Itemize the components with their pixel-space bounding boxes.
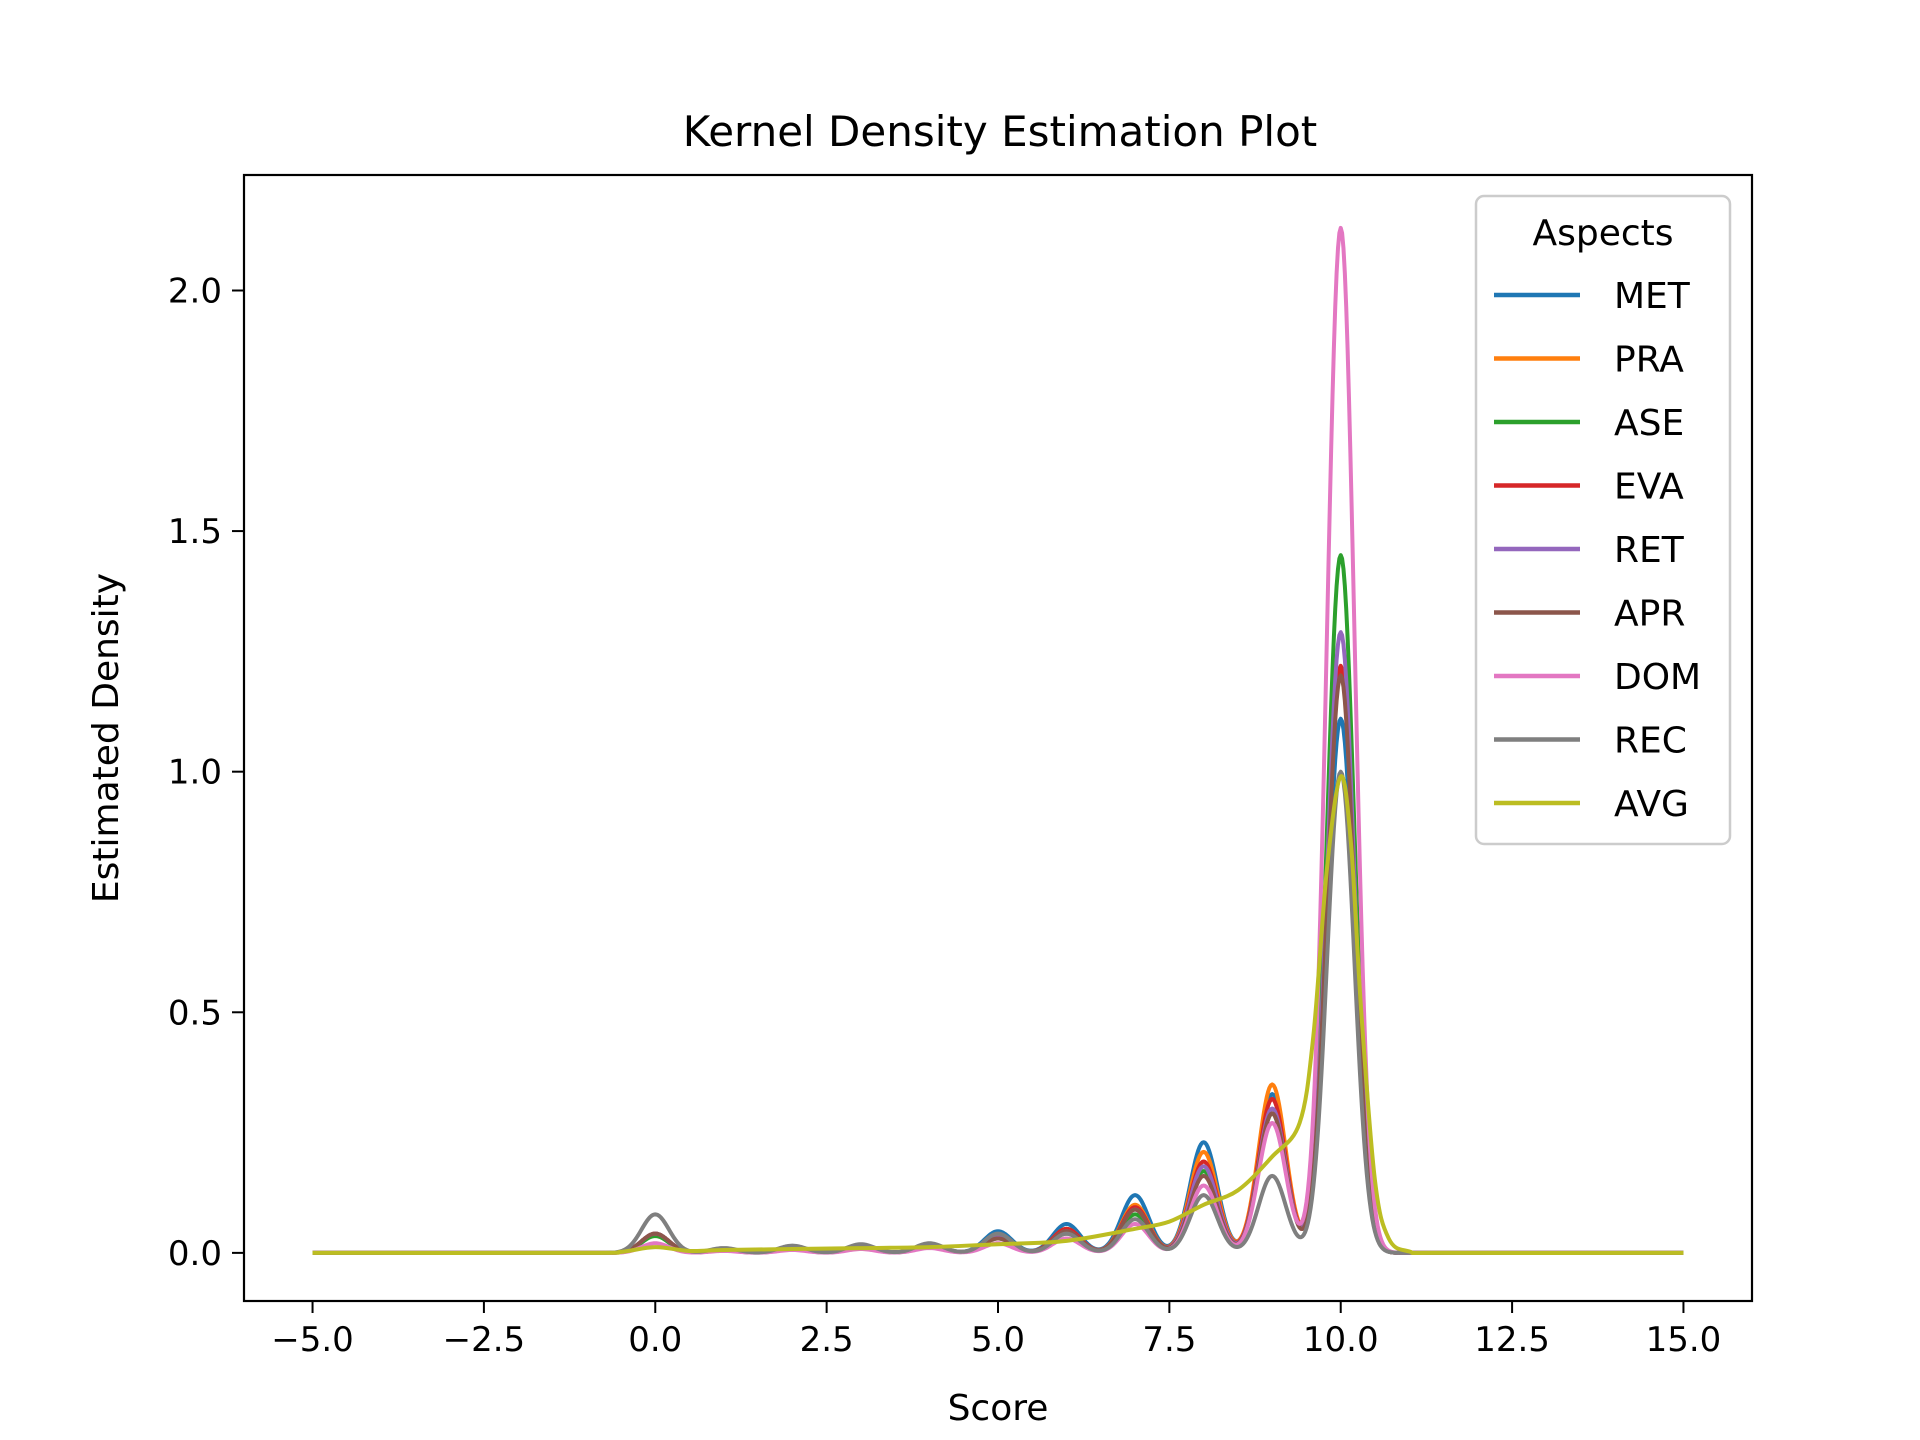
y-tick-label: 0.0 [168, 1234, 222, 1274]
legend-label-ret: RET [1614, 530, 1685, 571]
y-tick-label: 1.5 [168, 512, 222, 552]
x-tick-label: −5.0 [271, 1320, 354, 1360]
x-tick-label: 7.5 [1142, 1320, 1196, 1360]
plot-area-frame [242, 173, 1754, 1303]
series-layer [311, 225, 1685, 1255]
y-tick-label: 0.5 [168, 993, 222, 1033]
x-axis-ticks: −5.0 −2.5 0.0 2.5 5.0 7.5 10.0 12.5 15.0 [271, 1301, 1721, 1360]
legend-label-met: MET [1614, 276, 1691, 317]
legend-title: Aspects [1532, 213, 1673, 254]
legend-label-avg: AVG [1614, 784, 1689, 825]
y-axis-label: Estimated Density [86, 573, 127, 903]
x-tick-label: 15.0 [1646, 1320, 1722, 1360]
series-line-avg [312, 774, 1684, 1255]
legend-label-apr: APR [1614, 594, 1685, 635]
legend-label-eva: EVA [1614, 467, 1684, 508]
legend: Aspects MET PRA ASE EVA RET APR DOM REC AVG [1474, 194, 1732, 846]
chart-title: Kernel Density Estimation Plot [683, 107, 1318, 156]
legend-items: MET PRA ASE EVA RET APR DOM REC AVG [1494, 276, 1701, 825]
legend-label-dom: DOM [1614, 657, 1701, 698]
legend-label-ase: ASE [1614, 403, 1684, 444]
legend-label-rec: REC [1614, 721, 1687, 762]
y-tick-label: 2.0 [168, 271, 222, 311]
x-tick-label: −2.5 [443, 1320, 526, 1360]
y-tick-label: 1.0 [168, 753, 222, 793]
x-tick-label: 5.0 [971, 1320, 1025, 1360]
x-tick-label: 10.0 [1303, 1320, 1379, 1360]
x-tick-label: 12.5 [1474, 1320, 1550, 1360]
legend-label-pra: PRA [1614, 340, 1684, 381]
y-axis-ticks: 0.0 0.5 1.0 1.5 2.0 [168, 271, 244, 1274]
x-tick-label: 2.5 [800, 1320, 854, 1360]
x-tick-label: 0.0 [628, 1320, 682, 1360]
x-axis-label: Score [948, 1388, 1049, 1429]
